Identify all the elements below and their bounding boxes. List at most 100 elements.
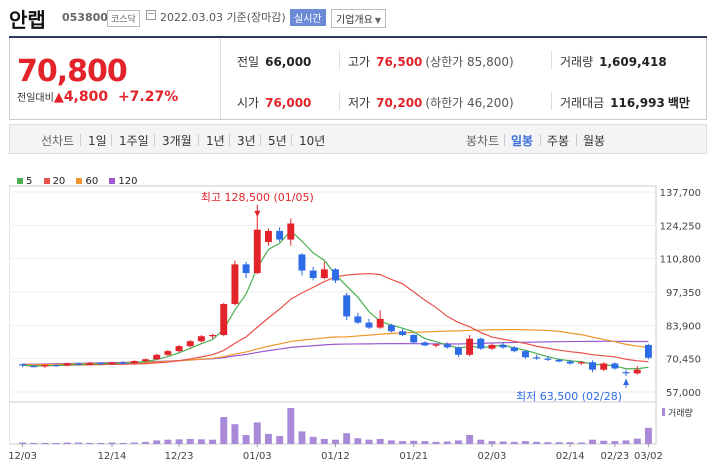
realtime-button[interactable]: 실시간 xyxy=(290,9,326,26)
up-arrow-icon: ▲ xyxy=(53,90,64,105)
tab-monthly[interactable]: 월봉 xyxy=(583,134,606,148)
candle-body xyxy=(287,223,295,240)
high-cell: 고가 76,500 (상한가 85,800) xyxy=(348,55,514,69)
candle-body xyxy=(488,344,496,349)
candle-body xyxy=(533,357,541,359)
volume-bar xyxy=(633,438,641,444)
candle-body xyxy=(75,363,82,365)
volume-bar xyxy=(19,442,27,444)
candle-body xyxy=(589,362,596,370)
volume-legend-label: 거래량 xyxy=(668,407,693,419)
tab-separator xyxy=(198,134,199,146)
low-cell: 저가 70,200 (하한가 46,200) xyxy=(348,96,514,110)
ma5-line xyxy=(22,230,649,370)
tab-1w[interactable]: 1주일 xyxy=(119,134,149,148)
candle-body xyxy=(644,344,652,358)
volume-bar xyxy=(589,439,596,444)
candle-body xyxy=(309,270,317,278)
company-overview-dropdown[interactable]: 기업개요 ▼ xyxy=(331,9,386,28)
legend-ma5: 5 xyxy=(17,176,32,187)
tab-separator xyxy=(154,134,155,146)
volume-bar xyxy=(298,431,306,444)
volume-bar xyxy=(309,436,317,444)
candle-body xyxy=(566,361,574,364)
high-annotation: 최고 128,500 (01/05) xyxy=(201,191,314,204)
y-tick-label: 124,250 xyxy=(660,221,701,232)
summary-divider xyxy=(220,38,221,119)
price-summary: 70,800 전일대비▲4,800 +7.27% 전일 66,000 고가 76,5… xyxy=(9,38,707,120)
tab-1y[interactable]: 1년 xyxy=(206,134,225,148)
candle-body xyxy=(108,362,116,364)
candle-body xyxy=(410,334,418,343)
candle-body xyxy=(130,361,138,364)
tab-3y[interactable]: 3년 xyxy=(237,134,256,148)
price-plot-frame xyxy=(9,185,657,403)
volume-bar xyxy=(197,439,205,444)
volume-bar xyxy=(75,442,82,444)
candle-body xyxy=(421,342,429,346)
price-chart[interactable]: 5 20 60 120 137,700 124,250 110,800 97,350 8… xyxy=(9,162,707,467)
tab-10y[interactable]: 10년 xyxy=(299,134,326,148)
change-percent: +7.27% xyxy=(117,89,179,105)
candle-body xyxy=(443,344,451,348)
candle-body xyxy=(30,365,38,368)
chart-tabs: 선차트 1일 1주일 3개월 1년 3년 5년 10년 봉차트 일봉 주봉 월봉 xyxy=(9,124,707,154)
candle-body xyxy=(332,269,339,281)
tab-separator xyxy=(504,134,505,146)
ma120-line xyxy=(22,340,649,365)
candle-body xyxy=(555,359,563,362)
line-chart-label[interactable]: 선차트 xyxy=(41,134,75,148)
stock-name: 안랩 xyxy=(9,8,46,32)
tab-3m[interactable]: 3개월 xyxy=(162,134,192,148)
candle-body xyxy=(186,341,194,347)
candle-chart-label[interactable]: 봉차트 xyxy=(466,134,500,148)
x-tick-label: 02/03 xyxy=(478,451,507,462)
x-tick-label: 02/14 xyxy=(556,451,585,462)
market-badge: 코스닥 xyxy=(107,10,140,27)
candle-body xyxy=(220,304,228,335)
volume-bar xyxy=(209,439,217,444)
volume-bar xyxy=(365,439,373,444)
y-tick-label: 137,700 xyxy=(660,188,701,199)
candle-body xyxy=(19,364,27,366)
x-tick-label: 03/02 xyxy=(634,451,663,462)
x-tick-label: 12/03 xyxy=(9,451,37,462)
volume-bar xyxy=(533,441,541,444)
volume-plot-frame xyxy=(9,401,657,445)
tab-1d[interactable]: 1일 xyxy=(88,134,107,148)
volume-bar xyxy=(566,442,574,444)
volume-bar xyxy=(52,442,60,444)
open-cell: 시가 76,000 xyxy=(237,96,312,110)
candle-body xyxy=(298,254,306,271)
volume-bar xyxy=(253,422,261,444)
volume-legend-swatch xyxy=(662,408,665,416)
x-tick-label: 01/21 xyxy=(399,451,428,462)
tab-weekly[interactable]: 주봉 xyxy=(547,134,570,148)
x-tick-label: 12/14 xyxy=(98,451,127,462)
volume-cell: 거래량 1,609,418 xyxy=(560,55,667,69)
volume-bar xyxy=(443,441,451,444)
tab-separator xyxy=(540,134,541,146)
y-tick-label: 97,350 xyxy=(666,288,701,299)
stock-header: 안랩 053800 코스닥 2022.03.03 기준(장마감) 실시간 기업개… xyxy=(0,0,716,36)
candle-body xyxy=(142,359,149,362)
ma-legend: 5 20 60 120 xyxy=(17,176,146,187)
stock-code: 053800 xyxy=(62,11,108,24)
tab-separator xyxy=(291,134,292,146)
candle-body xyxy=(197,336,205,342)
volume-bar xyxy=(410,440,418,444)
candle-body xyxy=(253,229,261,274)
ma20-line xyxy=(22,272,649,367)
candle-body xyxy=(454,347,462,355)
volume-bar xyxy=(153,440,161,444)
price-change: 전일대비▲4,800 +7.27% xyxy=(17,89,179,105)
volume-bar xyxy=(644,427,652,444)
volume-bar xyxy=(343,433,351,444)
candle-body xyxy=(611,363,619,369)
candle-body xyxy=(600,363,608,370)
tab-5y[interactable]: 5년 xyxy=(268,134,287,148)
tab-daily[interactable]: 일봉 xyxy=(511,134,534,148)
trade-amount-cell: 거래대금 116,993 백만 xyxy=(560,96,690,110)
volume-bar xyxy=(399,441,407,444)
candle-body xyxy=(354,316,362,323)
